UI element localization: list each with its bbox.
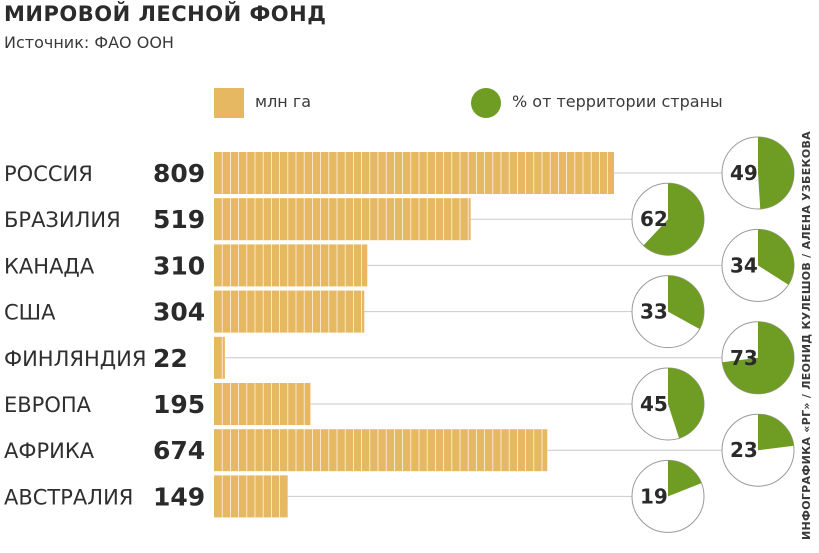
- value-label: 310: [153, 251, 205, 280]
- pie-slice: [758, 137, 795, 209]
- percent-label: 33: [640, 300, 668, 324]
- bar: [214, 290, 365, 333]
- category-label: США: [4, 301, 56, 325]
- value-label: 519: [153, 205, 205, 234]
- bar: [214, 244, 368, 287]
- percent-label: 49: [730, 161, 758, 185]
- category-label: РОССИЯ: [4, 162, 93, 186]
- pie-slice: [722, 321, 794, 394]
- value-label: 195: [153, 390, 205, 419]
- category-label: ЕВРОПА: [4, 393, 92, 417]
- bar: [214, 198, 471, 241]
- percent-label: 34: [730, 253, 758, 277]
- percent-label: 23: [730, 438, 758, 462]
- value-label: 149: [153, 482, 205, 511]
- category-label: АФРИКА: [4, 439, 95, 463]
- percent-label: 62: [640, 207, 668, 231]
- infographic-credit: ИНФОГРАФИКА «РГ» / ЛЕОНИД КУЛЕШОВ / АЛЕН…: [800, 131, 813, 540]
- bar: [214, 475, 288, 518]
- percent-label: 19: [640, 484, 668, 508]
- legend-swatch-percent: [471, 88, 501, 118]
- category-label: КАНАДА: [4, 254, 95, 278]
- chart-title: МИРОВОЙ ЛЕСНОЙ ФОНД: [4, 2, 327, 26]
- value-label: 304: [153, 298, 205, 327]
- pie-slice: [668, 460, 702, 497]
- pie-slice: [643, 183, 705, 256]
- value-label: 809: [153, 159, 205, 188]
- pie-slice: [758, 414, 794, 451]
- percent-label: 73: [730, 346, 758, 370]
- bar: [214, 429, 548, 472]
- pie-slice: [668, 367, 705, 439]
- category-label: БРАЗИЛИЯ: [4, 208, 121, 232]
- legend-label-area: млн га: [255, 92, 312, 111]
- category-label: АВСТРАЛИЯ: [4, 485, 133, 509]
- legend-label-percent: % от территории страны: [512, 92, 723, 111]
- bar: [214, 336, 225, 379]
- pie-slice: [758, 229, 795, 285]
- legend-swatch-area: [214, 88, 244, 118]
- category-label: ФИНЛЯНДИЯ: [4, 347, 146, 371]
- value-label: 22: [153, 344, 188, 373]
- chart-subtitle: Источник: ФАО ООН: [4, 33, 174, 52]
- percent-label: 45: [640, 392, 668, 416]
- pie-slice: [668, 275, 705, 329]
- value-label: 674: [153, 436, 205, 465]
- bar: [214, 152, 614, 194]
